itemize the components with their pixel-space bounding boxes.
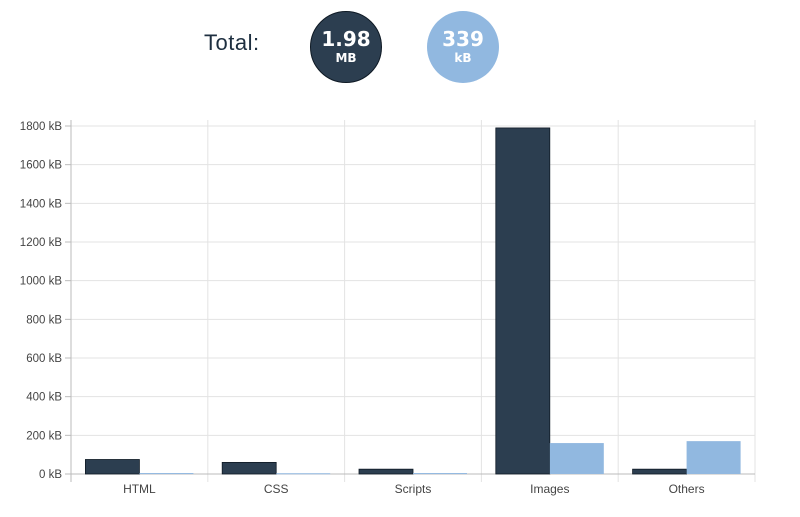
y-tick-label: 200 kB xyxy=(26,430,62,442)
x-tick-label: HTML xyxy=(123,482,156,496)
transfer-size-badge: 339 kB xyxy=(427,11,499,83)
bar-css-series-2 xyxy=(276,473,331,475)
total-size-badge: 1.98 MB xyxy=(310,11,382,83)
bar-css-series-1 xyxy=(221,461,277,475)
total-label: Total: xyxy=(204,30,260,55)
bar-html-series-1 xyxy=(85,459,140,475)
x-tick-label: Others xyxy=(669,482,705,496)
y-tick-label: 0 kB xyxy=(39,469,62,481)
x-tick-label: CSS xyxy=(264,482,289,496)
y-tick-label: 1600 kB xyxy=(20,160,63,172)
x-tick-label: Images xyxy=(530,482,569,496)
y-tick-label: 1800 kB xyxy=(20,121,63,133)
y-tick-label: 400 kB xyxy=(26,392,62,404)
bar-images-series-2 xyxy=(549,443,604,474)
bar-scripts-series-2 xyxy=(413,473,467,475)
bar-images-series-1 xyxy=(495,127,551,475)
bar-others-series-2 xyxy=(686,441,741,474)
y-tick-label: 1400 kB xyxy=(20,198,63,210)
y-tick-label: 800 kB xyxy=(26,314,62,326)
y-tick-label: 1200 kB xyxy=(20,237,63,249)
transfer-size-unit: kB xyxy=(454,51,472,65)
y-tick-label: 1000 kB xyxy=(20,276,63,288)
transfer-size-value: 339 xyxy=(442,27,484,51)
x-tick-label: Scripts xyxy=(395,482,432,496)
total-size-value: 1.98 xyxy=(321,27,371,51)
y-tick-label: 600 kB xyxy=(26,353,62,365)
bar-scripts-series-1 xyxy=(358,468,414,475)
bar-others-series-1 xyxy=(632,468,687,475)
total-size-unit: MB xyxy=(335,51,357,65)
bar-html-series-2 xyxy=(139,473,194,475)
